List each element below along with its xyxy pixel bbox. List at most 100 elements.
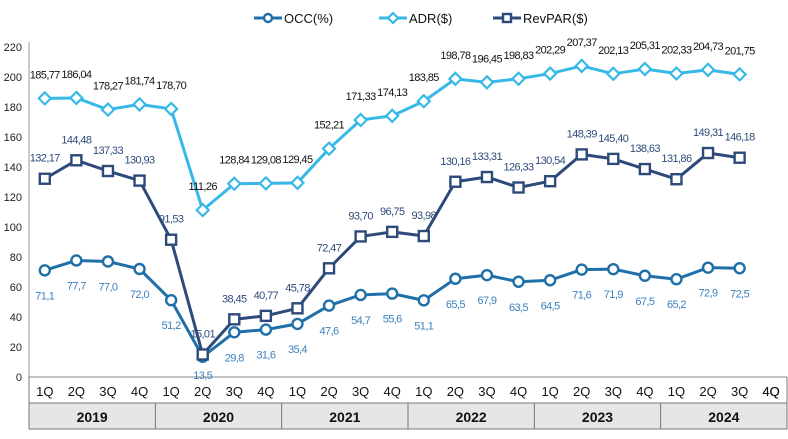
data-label: 196,45 xyxy=(472,53,503,65)
x-tick-label: 3Q xyxy=(99,384,116,399)
data-label: 205,31 xyxy=(630,40,661,52)
legend: OCC(%) ADR($) RevPAR($) xyxy=(254,11,588,26)
data-label: 186,04 xyxy=(61,69,92,81)
data-point xyxy=(543,174,557,188)
data-point xyxy=(38,264,51,277)
data-label: 126,33 xyxy=(504,162,535,174)
x-tick-label: 2Q xyxy=(447,384,464,399)
data-point xyxy=(291,317,304,331)
data-label: 178,27 xyxy=(93,81,124,93)
data-point xyxy=(322,299,336,312)
data-point xyxy=(354,230,367,243)
data-label: 63,5 xyxy=(509,302,528,314)
series-line-0 xyxy=(44,258,740,359)
data-point xyxy=(732,66,748,82)
x-tick-label: 3Q xyxy=(478,384,495,399)
data-point xyxy=(733,151,746,164)
data-label: 96,75 xyxy=(380,206,405,218)
x-tick-label: 1Q xyxy=(36,384,53,399)
x-tick-label: 3Q xyxy=(731,384,748,399)
data-point xyxy=(512,181,525,194)
data-label: 152,21 xyxy=(314,120,345,132)
legend-label: ADR($) xyxy=(409,11,452,26)
data-label: 183,85 xyxy=(409,72,440,84)
data-label: 93,98 xyxy=(412,210,437,222)
data-label: 77,0 xyxy=(98,282,117,294)
data-label: 144,48 xyxy=(61,134,92,146)
data-label: 72,9 xyxy=(699,288,718,300)
y-tick-label: 20 xyxy=(10,342,22,354)
data-point xyxy=(70,254,83,267)
data-point xyxy=(638,162,652,176)
data-point xyxy=(416,93,432,109)
data-point xyxy=(701,261,715,274)
data-point xyxy=(417,229,430,243)
data-label: 55,6 xyxy=(383,314,402,326)
data-label: 67,5 xyxy=(635,296,654,308)
data-point xyxy=(386,225,399,239)
data-point xyxy=(101,255,115,268)
legend-label: OCC(%) xyxy=(284,11,333,26)
data-point xyxy=(354,288,367,302)
year-label: 2020 xyxy=(203,409,234,425)
data-label: 128,84 xyxy=(219,155,250,167)
data-label: 40,77 xyxy=(254,290,279,302)
data-point xyxy=(670,273,683,286)
data-point xyxy=(259,309,273,323)
data-point xyxy=(353,112,369,128)
data-label: 137,33 xyxy=(93,145,124,157)
x-tick-label: 3Q xyxy=(352,384,369,399)
data-point xyxy=(574,58,590,74)
data-label: 130,54 xyxy=(535,155,566,167)
data-point xyxy=(480,268,494,282)
x-tick-label: 1Q xyxy=(162,384,179,399)
legend-label: RevPAR($) xyxy=(523,11,588,26)
data-point xyxy=(226,176,242,192)
data-label: 148,39 xyxy=(567,128,598,140)
y-tick-label: 140 xyxy=(4,162,22,174)
data-label: 67,9 xyxy=(477,295,496,307)
x-tick-label: 4Q xyxy=(257,384,274,399)
data-label: 71,1 xyxy=(35,290,54,302)
data-label: 64,5 xyxy=(541,300,560,312)
data-label: 181,74 xyxy=(125,75,156,87)
data-point xyxy=(70,154,83,167)
data-point xyxy=(638,269,652,282)
data-label: 133,31 xyxy=(472,151,503,163)
data-label: 71,6 xyxy=(572,290,591,302)
data-point xyxy=(417,294,430,307)
data-point xyxy=(670,173,683,186)
data-point xyxy=(196,348,209,361)
legend-marker xyxy=(501,12,513,24)
x-tick-label: 4Q xyxy=(762,384,779,399)
data-label: 198,78 xyxy=(440,50,471,62)
x-tick-label: 4Q xyxy=(763,384,780,399)
data-label: 13,5 xyxy=(193,370,212,382)
data-point xyxy=(164,233,178,246)
data-label: 72,0 xyxy=(130,289,149,301)
data-label: 146,18 xyxy=(725,132,756,144)
plot-area: 71,1 77,7 77,0 72,0 51,2 13,5 29,8 31,6 35,4 47,6… xyxy=(30,37,756,382)
data-point xyxy=(701,146,715,160)
legend-marker xyxy=(386,11,400,25)
data-label: 51,1 xyxy=(414,320,433,332)
data-point xyxy=(133,262,146,276)
data-label: 132,17 xyxy=(30,153,61,165)
x-tick-label: 4Q xyxy=(636,384,653,399)
data-label: 15,01 xyxy=(190,328,215,340)
data-label: 149,31 xyxy=(693,127,724,139)
data-point xyxy=(321,141,337,157)
y-tick-label: 220 xyxy=(4,42,22,54)
data-label: 178,70 xyxy=(156,80,187,92)
data-point xyxy=(68,90,84,106)
data-label: 65,5 xyxy=(446,299,465,311)
data-point xyxy=(163,101,179,117)
data-point xyxy=(131,96,148,112)
y-tick-label: 0 xyxy=(16,372,22,384)
data-point xyxy=(37,90,53,106)
y-tick-label: 180 xyxy=(4,102,22,114)
x-tick-label: 2Q xyxy=(699,384,716,399)
x-tick-label: 1Q xyxy=(289,384,306,399)
x-tick-label: 3Q xyxy=(226,384,243,399)
year-label: 2021 xyxy=(329,409,360,425)
